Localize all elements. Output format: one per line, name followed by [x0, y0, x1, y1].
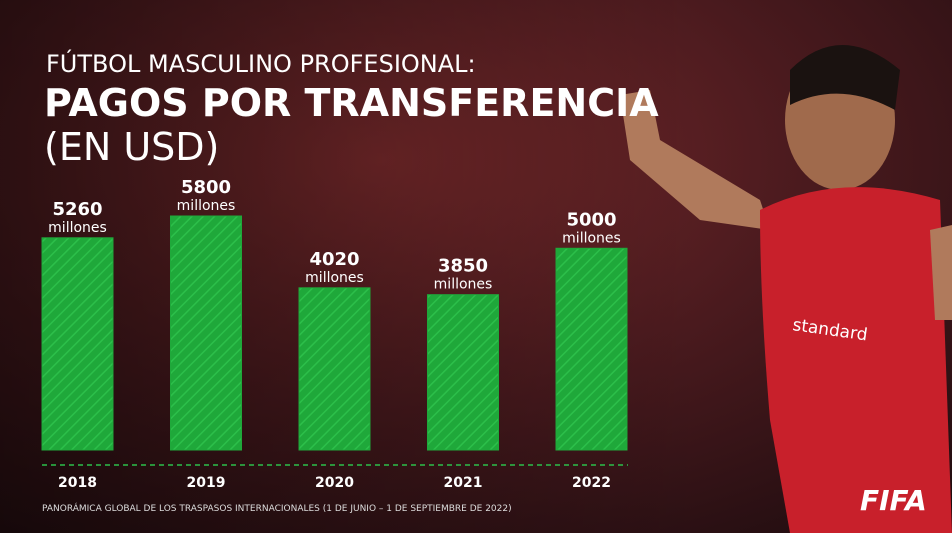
chart-subtitle: (EN USD)	[44, 125, 219, 169]
bar	[170, 215, 242, 451]
x-tick-label: 2020	[315, 475, 354, 491]
unit-label: millones	[305, 270, 364, 286]
value-label: 4020	[309, 249, 359, 270]
x-tick-label: 2022	[572, 475, 611, 491]
x-tick-label: 2018	[58, 475, 97, 491]
unit-label: millones	[434, 277, 493, 293]
value-label: 5800	[181, 177, 231, 198]
x-tick-label: 2019	[187, 475, 226, 491]
bar	[427, 294, 499, 451]
chart-title: PAGOS POR TRANSFERENCIA	[44, 81, 659, 125]
bar	[298, 287, 371, 451]
supertitle: FÚTBOL MASCULINO PROFESIONAL:	[46, 48, 476, 78]
value-label: 3850	[438, 256, 488, 277]
x-tick-label: 2021	[444, 475, 483, 491]
bar	[41, 237, 114, 451]
unit-label: millones	[177, 198, 236, 214]
bar	[555, 247, 628, 451]
source-note: PANORÁMICA GLOBAL DE LOS TRASPASOS INTER…	[42, 502, 512, 514]
value-label: 5000	[566, 209, 616, 230]
value-label: 5260	[52, 199, 102, 220]
unit-label: millones	[48, 220, 107, 236]
player-illustration: standard	[620, 45, 952, 533]
logo: FIFA	[860, 484, 927, 517]
unit-label: millones	[562, 230, 621, 246]
